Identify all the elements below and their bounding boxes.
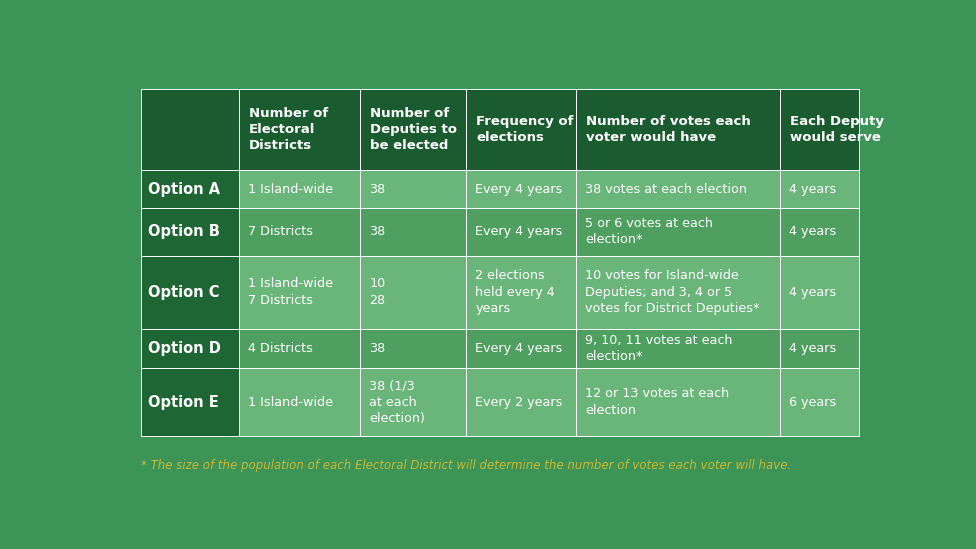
Bar xyxy=(239,208,360,255)
Text: Every 2 years: Every 2 years xyxy=(475,396,562,408)
Text: 9, 10, 11 votes at each
election*: 9, 10, 11 votes at each election* xyxy=(585,334,732,363)
Bar xyxy=(467,255,576,329)
Text: Option C: Option C xyxy=(148,285,220,300)
Bar xyxy=(780,170,860,208)
Text: Every 4 years: Every 4 years xyxy=(475,225,562,238)
Text: Frequency of
elections: Frequency of elections xyxy=(476,115,574,144)
Bar xyxy=(141,89,239,170)
Text: 12 or 13 votes at each
election: 12 or 13 votes at each election xyxy=(585,388,729,417)
Text: 4 years: 4 years xyxy=(790,342,836,355)
Text: Every 4 years: Every 4 years xyxy=(475,342,562,355)
Text: 4 years: 4 years xyxy=(790,183,836,195)
Bar xyxy=(360,329,467,368)
Text: 7 Districts: 7 Districts xyxy=(248,225,313,238)
Bar xyxy=(360,208,467,255)
Bar xyxy=(141,329,239,368)
Bar xyxy=(239,329,360,368)
Text: Each Deputy
would serve: Each Deputy would serve xyxy=(790,115,884,144)
Bar xyxy=(141,170,239,208)
Text: 6 years: 6 years xyxy=(790,396,836,408)
Text: 38: 38 xyxy=(369,342,386,355)
Text: 4 years: 4 years xyxy=(790,225,836,238)
Bar xyxy=(467,329,576,368)
Text: Option A: Option A xyxy=(148,182,221,197)
Bar xyxy=(141,255,239,329)
Text: 38 votes at each election: 38 votes at each election xyxy=(585,183,747,195)
Text: Option B: Option B xyxy=(148,224,221,239)
Bar xyxy=(576,329,780,368)
Bar xyxy=(467,170,576,208)
Text: 1 Island-wide: 1 Island-wide xyxy=(248,396,334,408)
Text: Option D: Option D xyxy=(148,341,222,356)
Text: Number of
Deputies to
be elected: Number of Deputies to be elected xyxy=(370,107,457,152)
Bar xyxy=(360,170,467,208)
Bar xyxy=(576,89,780,170)
Bar xyxy=(239,170,360,208)
Text: 38: 38 xyxy=(369,225,386,238)
Text: 10
28: 10 28 xyxy=(369,277,386,307)
Text: Every 4 years: Every 4 years xyxy=(475,183,562,195)
Bar xyxy=(360,255,467,329)
Bar xyxy=(780,329,860,368)
Bar xyxy=(576,368,780,436)
Text: 10 votes for Island-wide
Deputies; and 3, 4 or 5
votes for District Deputies*: 10 votes for Island-wide Deputies; and 3… xyxy=(585,269,759,315)
Bar xyxy=(467,89,576,170)
Text: Option E: Option E xyxy=(148,395,220,410)
Bar xyxy=(141,368,239,436)
Text: Number of votes each
voter would have: Number of votes each voter would have xyxy=(586,115,751,144)
Bar xyxy=(239,89,360,170)
Bar xyxy=(239,368,360,436)
Bar xyxy=(576,255,780,329)
Text: 4 years: 4 years xyxy=(790,285,836,299)
Bar xyxy=(239,255,360,329)
Text: * The size of the population of each Electoral District will determine the numbe: * The size of the population of each Ele… xyxy=(141,459,792,472)
Bar xyxy=(780,368,860,436)
Text: 1 Island-wide
7 Districts: 1 Island-wide 7 Districts xyxy=(248,277,334,307)
Text: 4 Districts: 4 Districts xyxy=(248,342,313,355)
Text: 1 Island-wide: 1 Island-wide xyxy=(248,183,334,195)
Bar xyxy=(576,170,780,208)
Bar xyxy=(360,368,467,436)
Bar xyxy=(780,89,860,170)
Bar xyxy=(467,208,576,255)
Bar xyxy=(141,208,239,255)
Bar xyxy=(780,208,860,255)
Text: 5 or 6 votes at each
election*: 5 or 6 votes at each election* xyxy=(585,217,712,247)
Bar xyxy=(360,89,467,170)
Text: Number of
Electoral
Districts: Number of Electoral Districts xyxy=(249,107,328,152)
Bar xyxy=(780,255,860,329)
Text: 38: 38 xyxy=(369,183,386,195)
Bar xyxy=(467,368,576,436)
Text: 38 (1/3
at each
election): 38 (1/3 at each election) xyxy=(369,379,426,425)
Bar xyxy=(576,208,780,255)
Text: 2 elections
held every 4
years: 2 elections held every 4 years xyxy=(475,269,555,315)
